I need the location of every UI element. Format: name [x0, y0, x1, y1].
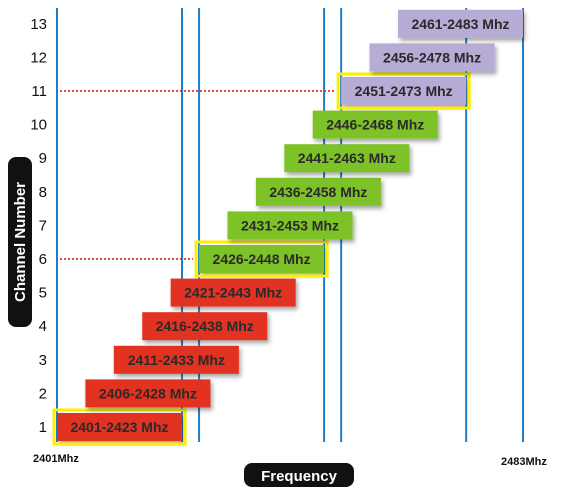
channel-number-label: 12 [30, 49, 47, 66]
channel-bar-group: 2456-2478 Mhz [369, 43, 495, 72]
channel-bar-label: 2401-2423 Mhz [70, 419, 168, 435]
channel-bar-group: 2416-2438 Mhz [142, 312, 268, 341]
channel-number-label: 11 [31, 83, 47, 100]
channel-bar-group: 2431-2453 Mhz [227, 211, 353, 240]
highlight-frame [52, 408, 187, 446]
channel-bar-label: 2426-2448 Mhz [213, 251, 311, 267]
channel-bar [85, 379, 211, 408]
channel-bar [312, 110, 438, 139]
channel-bar [57, 413, 183, 441]
channel-bar-label: 2436-2458 Mhz [269, 184, 367, 200]
channel-number-label: 9 [39, 150, 47, 167]
channel-number-label: 7 [39, 217, 47, 234]
channel-bar-group: 2436-2458 Mhz [255, 177, 381, 206]
channel-bar [341, 77, 467, 105]
channel-bar [170, 278, 296, 307]
channel-bar [397, 9, 523, 38]
channel-bar [227, 211, 353, 240]
channel-bar-label: 2451-2473 Mhz [355, 83, 453, 99]
channel-bar [284, 144, 410, 173]
channel-bar-label: 2421-2443 Mhz [184, 285, 282, 301]
channel-bar-group: 2421-2443 Mhz [170, 278, 296, 307]
channel-bar-group: 2426-2448 Mhz [194, 240, 329, 278]
channel-bar-label: 2411-2433 Mhz [128, 352, 225, 368]
x-axis-title-text: Frequency [261, 468, 338, 485]
channel-bar-group: 2441-2463 Mhz [284, 144, 410, 173]
channel-number-label: 6 [39, 251, 47, 268]
y-axis-title: Channel Number [8, 157, 32, 327]
channel-number-label: 4 [39, 318, 47, 335]
channel-bar [142, 312, 268, 341]
channel-bar-label: 2416-2438 Mhz [156, 318, 254, 334]
channel-bar-group: 2451-2473 Mhz [336, 72, 471, 110]
dotted-guides [60, 90, 336, 260]
channel-number-label: 5 [39, 285, 47, 302]
x-axis-title: Frequency [244, 463, 354, 487]
channel-bar [369, 43, 495, 72]
highlight-frame [194, 240, 329, 278]
channel-number-label: 1 [39, 419, 47, 436]
x-axis-title-pill [244, 463, 354, 487]
channel-bar-label: 2406-2428 Mhz [99, 385, 197, 401]
channel-bar-label: 2456-2478 Mhz [383, 49, 481, 65]
channel-number-label: 3 [39, 352, 47, 369]
channel-bar-group: 2406-2428 Mhz [85, 379, 211, 408]
channel-bar [255, 177, 381, 206]
channel-number-label: 2 [39, 385, 47, 402]
channel-bar-group: 2446-2468 Mhz [312, 110, 438, 139]
channel-bar-label: 2431-2453 Mhz [241, 217, 339, 233]
highlight-frame [336, 72, 471, 110]
channel-bar-group: 2411-2433 Mhz [113, 345, 239, 374]
channel-bar-label: 2441-2463 Mhz [298, 150, 396, 166]
channel-bars: 2401-2423 Mhz 2406-2428 Mhz 2411-2433 Mhz 2… [52, 9, 523, 446]
y-axis-title-pill [8, 157, 32, 327]
channel-bar-label: 2446-2468 Mhz [326, 117, 424, 133]
channel-bar-group: 2401-2423 Mhz [52, 408, 187, 446]
channel-bar [199, 245, 325, 273]
channel-bar-label: 2461-2483 Mhz [411, 16, 509, 32]
x-start-label: 2401Mhz [33, 453, 79, 465]
y-axis-title-text: Channel Number [12, 182, 29, 302]
x-end-label: 2483Mhz [501, 456, 547, 468]
channel-number-label: 10 [30, 117, 47, 134]
channel-bar [113, 345, 239, 374]
channel-number-label: 13 [30, 16, 47, 33]
channel-number-label: 8 [39, 184, 47, 201]
channel-bar-group: 2461-2483 Mhz [397, 9, 523, 38]
